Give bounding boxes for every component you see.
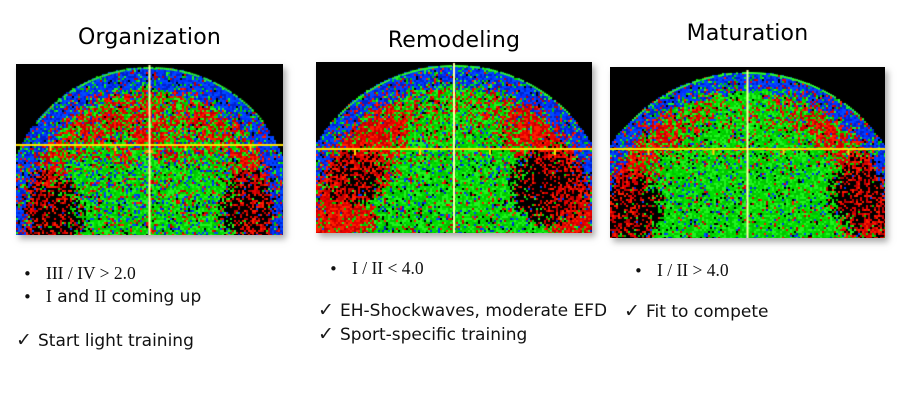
bullet-icon: •: [23, 265, 32, 283]
utc-scan-remodeling: [316, 62, 592, 233]
bullet-text: I / II < 4.0: [352, 258, 424, 278]
panel-title-maturation: Maturation: [686, 21, 809, 46]
bullet-list-remodeling: • I / II < 4.0: [322, 257, 424, 280]
list-item: ✓ Fit to compete: [624, 300, 769, 324]
bullet-icon: •: [329, 260, 338, 278]
checkmark-icon: ✓: [624, 300, 640, 322]
list-item: • I and II coming up: [16, 285, 201, 308]
check-list-maturation: ✓ Fit to compete: [624, 300, 769, 324]
check-list-remodeling: ✓ EH-Shockwaves, moderate EFD ✓ Sport-spec…: [318, 299, 607, 347]
list-item: ✓ Sport-specific training: [318, 323, 607, 347]
bullet-text: II: [94, 286, 107, 306]
check-text: Start light training: [38, 331, 194, 351]
check-text: EH-Shockwaves, moderate EFD: [340, 301, 608, 321]
bullet-text: III / IV > 2.0: [46, 263, 136, 283]
bullet-text: coming up: [106, 287, 202, 307]
bullet-icon: •: [23, 288, 32, 306]
bullet-list-organization: • III / IV > 2.0 • I and II coming up: [16, 262, 201, 308]
list-item: ✓ Start light training: [16, 329, 194, 353]
checkmark-icon: ✓: [16, 329, 32, 351]
list-item: • I / II > 4.0: [627, 259, 729, 282]
bullet-text: and: [51, 287, 95, 307]
checkmark-icon: ✓: [318, 323, 334, 345]
utc-scan-organization: [16, 64, 283, 235]
bullet-text: I / II > 4.0: [657, 260, 729, 280]
utc-scan-maturation: [610, 67, 885, 238]
list-item: • I / II < 4.0: [322, 257, 424, 280]
checkmark-icon: ✓: [318, 299, 334, 321]
panel-title-remodeling: Remodeling: [387, 28, 521, 53]
panel-title-organization: Organization: [77, 25, 222, 50]
list-item: • III / IV > 2.0: [16, 262, 201, 285]
check-text: Fit to compete: [646, 302, 769, 322]
check-text: Sport-specific training: [340, 325, 528, 345]
bullet-text: I: [46, 286, 52, 306]
list-item: ✓ EH-Shockwaves, moderate EFD: [318, 299, 607, 323]
bullet-icon: •: [634, 262, 643, 280]
bullet-list-maturation: • I / II > 4.0: [627, 259, 729, 282]
check-list-organization: ✓ Start light training: [16, 329, 194, 353]
